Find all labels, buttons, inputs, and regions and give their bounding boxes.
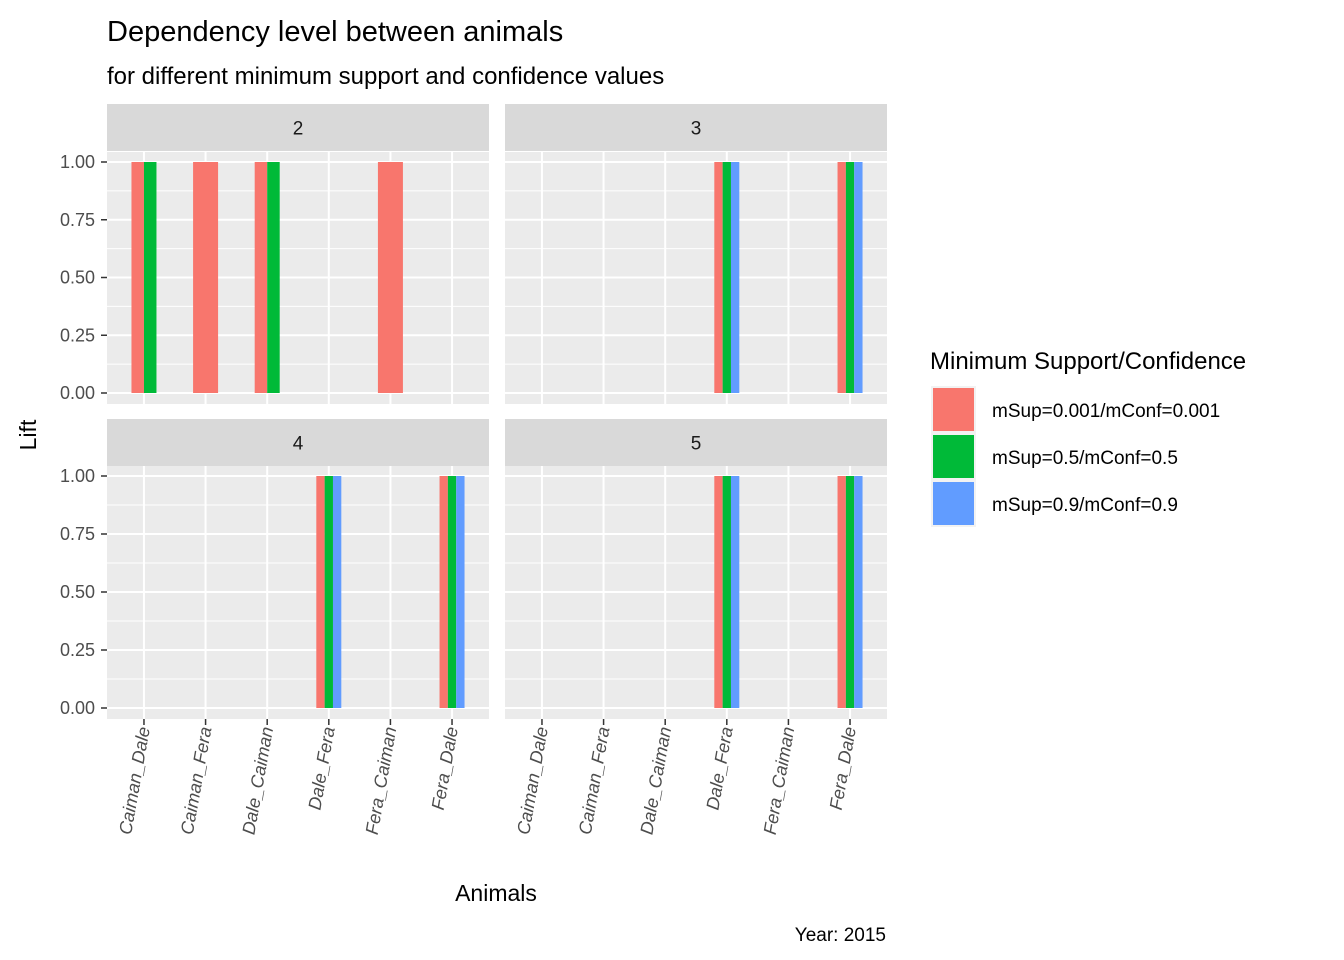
legend-title: Minimum Support/Confidence [930,348,1246,375]
bar-Dale_Fera-mSup=0.001/mConf=0.001 [714,476,723,708]
x-tick-label: Caiman_Fera [575,725,614,836]
facet-3: 3 [505,104,887,404]
facet-strip [107,104,489,151]
legend-label: mSup=0.9/mConf=0.9 [992,495,1178,516]
bar-Fera_Dale-mSup=0.9/mConf=0.9 [854,476,863,708]
facet-strip [505,104,887,151]
x-tick-label: Dale_Fera [304,725,338,811]
x-tick-label: Fera_Caiman [760,725,799,836]
x-axis-title: Animals [455,880,537,906]
legend-label: mSup=0.001/mConf=0.001 [992,401,1220,422]
bar-Dale_Fera-mSup=0.5/mConf=0.5 [722,162,731,393]
legend-label: mSup=0.5/mConf=0.5 [992,448,1178,469]
legend-key-swatch [933,435,974,478]
x-tick-label: Fera_Caiman [362,725,401,836]
bar-Fera_Dale-mSup=0.001/mConf=0.001 [439,476,448,708]
facet-strip-label: 5 [691,434,702,455]
x-tick-label: Fera_Dale [428,725,462,811]
bar-Fera_Dale-mSup=0.5/mConf=0.5 [845,476,855,708]
bar-Dale_Fera-mSup=0.001/mConf=0.001 [316,476,325,708]
y-tick-label: 0.75 [60,210,95,230]
bar-Caiman_Fera-mSup=0.001/mConf=0.001 [193,162,219,393]
facet-strip-label: 2 [293,119,304,140]
facet-5: 5 Caiman_Dale Caiman_Fera Dale_Caiman Dale_F… [505,419,887,836]
x-tick-label: Caiman_Dale [115,725,154,836]
chart-caption: Year: 2015 [795,925,886,946]
bar-Dale_Fera-mSup=0.001/mConf=0.001 [714,162,723,393]
bar-Fera_Dale-mSup=0.5/mConf=0.5 [845,162,855,393]
y-tick-label: 0.00 [60,383,95,403]
bar-Fera_Dale-mSup=0.9/mConf=0.9 [854,162,863,393]
y-tick-label: 0.50 [60,268,95,288]
x-tick-label: Caiman_Dale [513,725,552,836]
bar-Dale_Fera-mSup=0.9/mConf=0.9 [730,476,740,708]
facet-strip [505,419,887,466]
bar-Dale_Fera-mSup=0.9/mConf=0.9 [332,476,342,708]
y-tick-label: 1.00 [60,466,95,486]
x-tick-label: Caiman_Fera [177,725,216,836]
y-tick-label: 0.25 [60,325,95,345]
bar-Dale_Caiman-mSup=0.5/mConf=0.5 [267,162,280,393]
y-tick-label: 0.75 [60,524,95,544]
x-tick-label: Dale_Fera [702,725,736,811]
facet-2: 2 0.00 0.25 0.50 0.75 1.00 [60,104,489,404]
facet-panels: 2 0.00 0.25 0.50 0.75 1.00 3 4 0.00 0.25 0.50 0.75 1… [60,104,887,836]
bar-Fera_Dale-mSup=0.001/mConf=0.001 [837,476,846,708]
bar-Fera_Dale-mSup=0.001/mConf=0.001 [837,162,846,393]
bar-Fera_Dale-mSup=0.9/mConf=0.9 [456,476,465,708]
bar-Fera_Dale-mSup=0.5/mConf=0.5 [447,476,457,708]
bar-Dale_Fera-mSup=0.5/mConf=0.5 [722,476,731,708]
bar-Caiman_Dale-mSup=0.5/mConf=0.5 [143,162,157,393]
x-tick-label: Dale_Caiman [636,725,675,836]
y-tick-label: 0.25 [60,640,95,660]
bar-Caiman_Dale-mSup=0.001/mConf=0.001 [131,162,144,393]
bar-Dale_Fera-mSup=0.9/mConf=0.9 [730,162,740,393]
legend-key-swatch [933,388,974,431]
x-tick-label: Dale_Caiman [238,725,277,836]
chart-title: Dependency level between animals [107,16,563,48]
y-axis-title: Lift [15,419,41,450]
facet-4: 4 0.00 0.25 0.50 0.75 1.00 Caiman_Dale Caiman_F… [60,419,489,836]
facet-strip-label: 3 [691,119,702,140]
legend-key-swatch [933,482,974,525]
bar-Dale_Caiman-mSup=0.001/mConf=0.001 [254,162,268,393]
y-tick-label: 0.50 [60,582,95,602]
facet-strip [107,419,489,466]
x-tick-label: Fera_Dale [826,725,860,811]
chart-subtitle: for different minimum support and confid… [107,63,664,90]
y-tick-label: 0.00 [60,698,95,718]
facet-strip-label: 4 [293,434,304,455]
bar-Dale_Fera-mSup=0.5/mConf=0.5 [324,476,333,708]
legend: mSup=0.001/mConf=0.001 mSup=0.5/mConf=0.5… [931,386,1220,527]
y-tick-label: 1.00 [60,152,95,172]
bar-Fera_Caiman-mSup=0.001/mConf=0.001 [377,162,403,393]
